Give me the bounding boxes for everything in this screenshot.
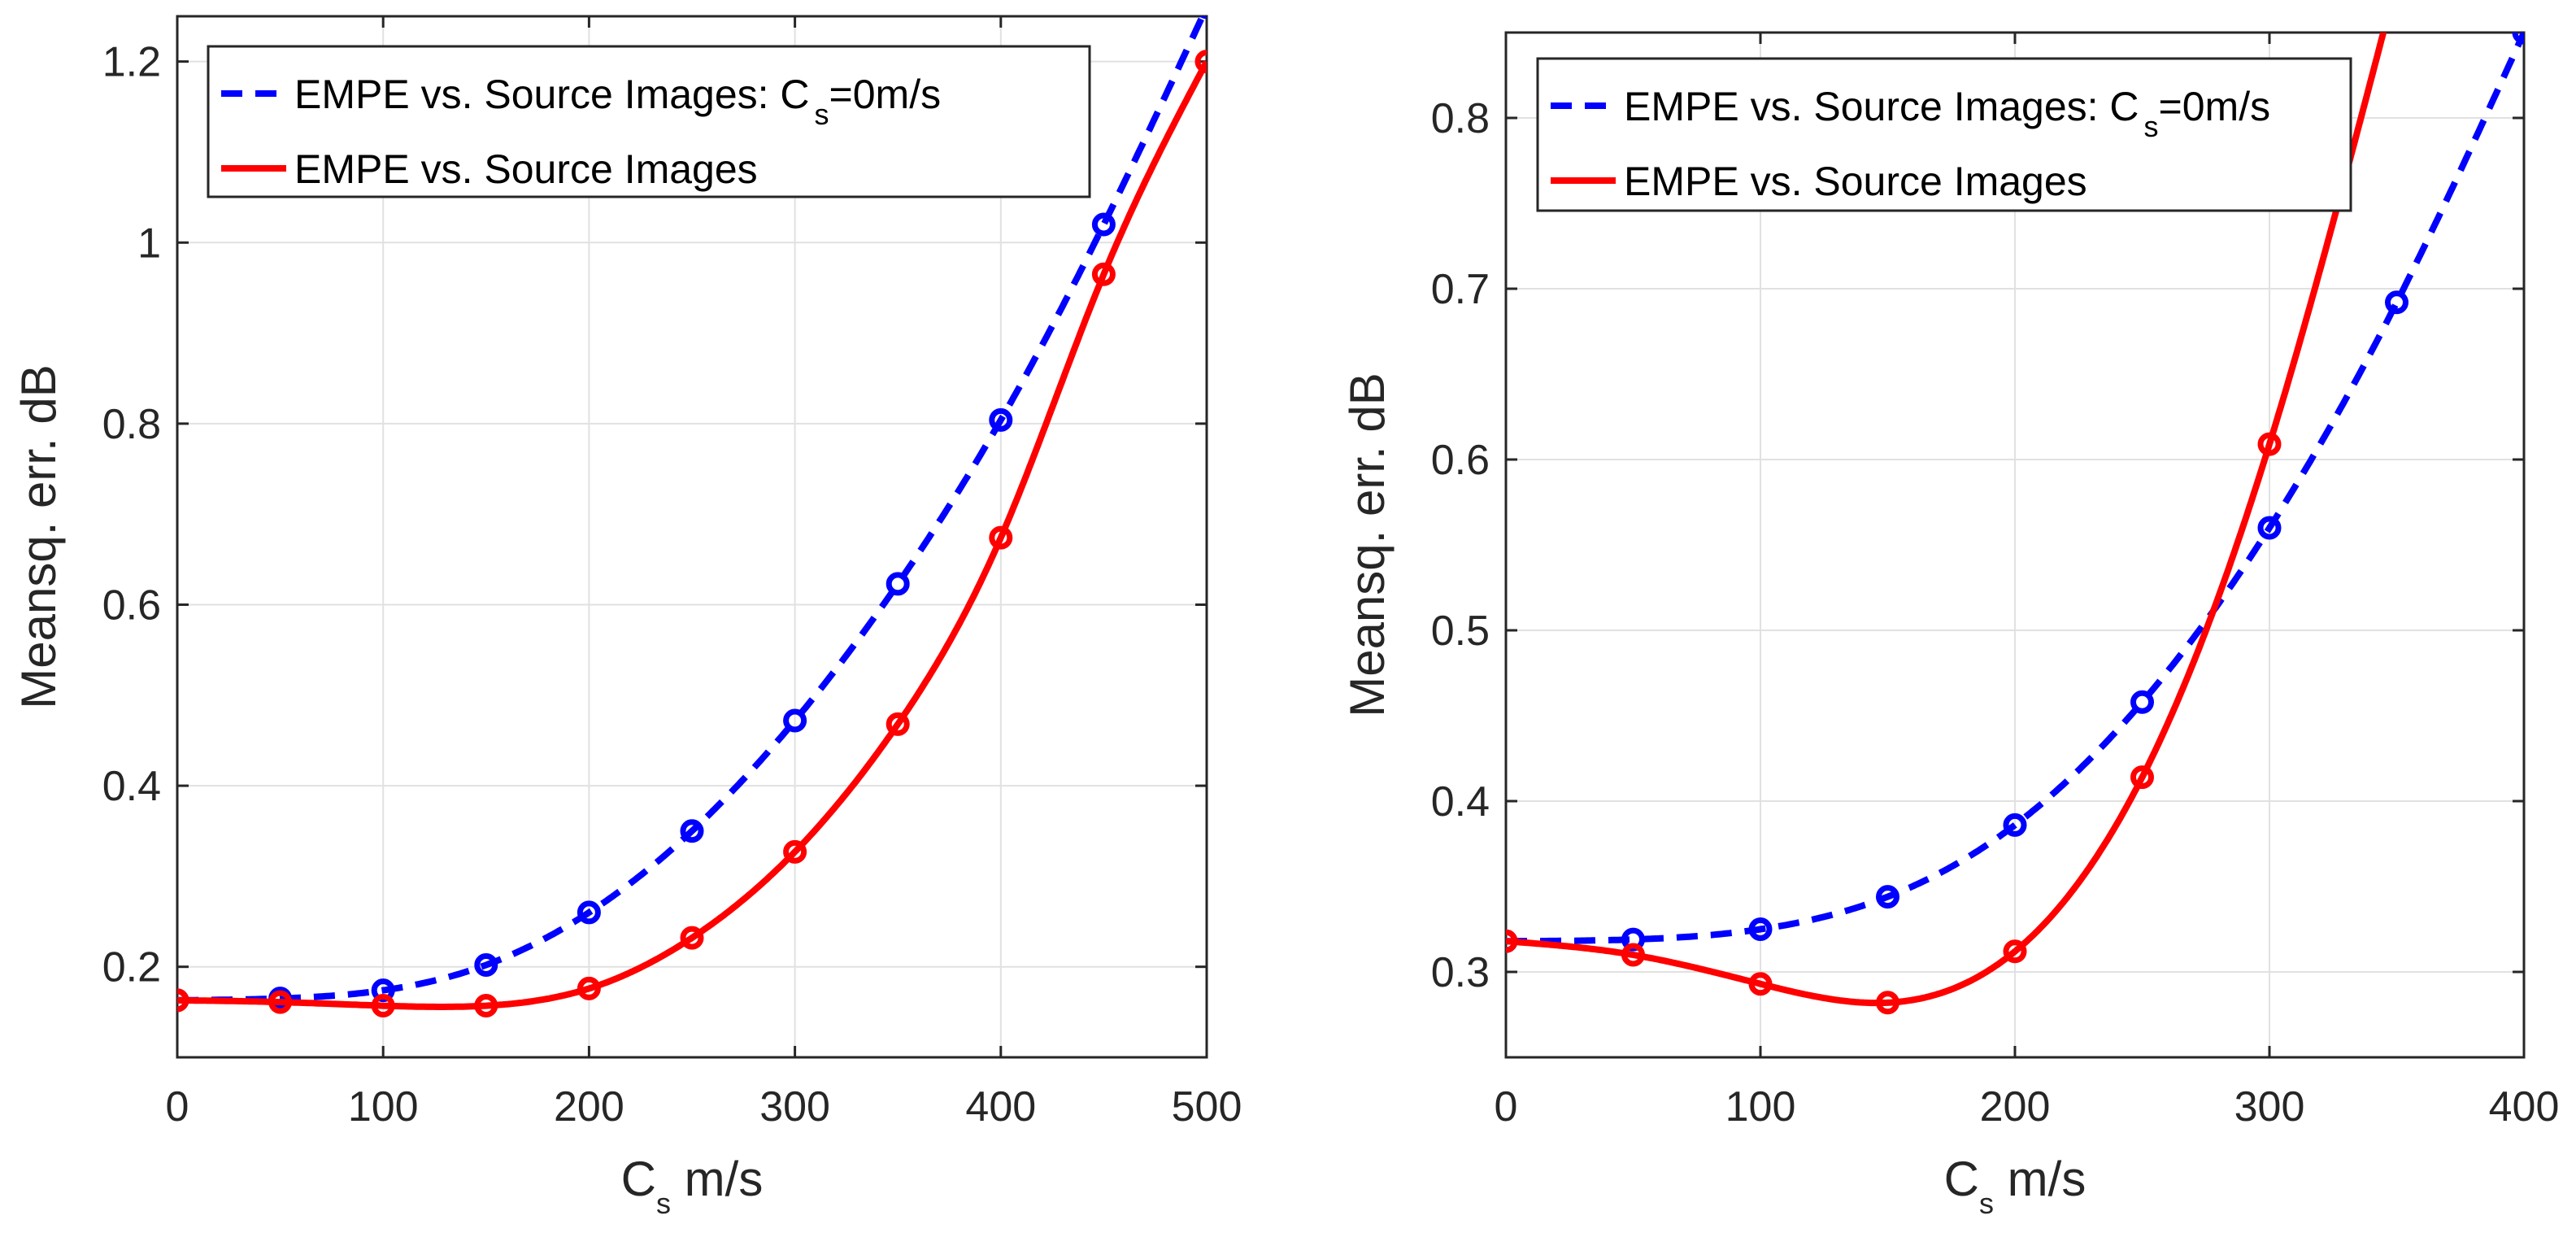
data-point-series-1 xyxy=(1876,885,1899,909)
series-line-1 xyxy=(177,16,1207,1004)
data-point-series-1 xyxy=(2130,690,2154,714)
y-tick-label: 0.4 xyxy=(102,763,161,810)
data-point-series-2 xyxy=(2003,939,2027,964)
legend-label-suffix: =0m/s xyxy=(829,72,942,117)
data-point-series-2 xyxy=(1621,943,1645,967)
data-point-series-2 xyxy=(371,994,395,1018)
data-point-series-2 xyxy=(680,926,704,950)
data-point-series-2 xyxy=(268,990,293,1014)
legend-label-sub: s xyxy=(815,98,829,131)
data-point-series-1 xyxy=(886,572,910,596)
x-tick-label: 0 xyxy=(1495,1083,1518,1131)
data-point-series-2 xyxy=(1876,991,1899,1015)
x-axis-title: Cs m/s xyxy=(1944,1152,2086,1220)
data-point-series-2 xyxy=(783,839,807,864)
data-point-series-1 xyxy=(2257,516,2282,540)
data-point-series-2 xyxy=(1091,262,1116,286)
y-tick-label: 0.2 xyxy=(102,944,161,991)
data-point-series-2 xyxy=(2130,765,2154,790)
x-tick-label: 500 xyxy=(1172,1083,1242,1131)
axes-box xyxy=(176,15,1208,1059)
data-point-series-2 xyxy=(474,994,498,1018)
legend-label-main: EMPE vs. Source Images: C xyxy=(294,72,810,117)
y-tick-label: 1.2 xyxy=(102,39,161,86)
legend-box xyxy=(1536,57,2352,212)
x-axis-title-main: C xyxy=(621,1152,656,1206)
x-axis-title-unit: m/s xyxy=(1994,1152,2086,1206)
y-tick-label: 0.3 xyxy=(1431,949,1490,996)
x-tick-label: 200 xyxy=(1980,1083,2051,1131)
y-tick-label: 0.7 xyxy=(1431,266,1490,313)
y-tick-label: 0.8 xyxy=(1431,95,1490,142)
y-tick-label: 0.6 xyxy=(102,582,161,629)
legend-label-main: EMPE vs. Source Images xyxy=(294,146,758,192)
data-point-series-1 xyxy=(989,407,1013,432)
x-tick-label: 0 xyxy=(166,1083,189,1131)
x-tick-label: 400 xyxy=(2489,1083,2560,1131)
x-axis-title-sub: s xyxy=(656,1187,671,1220)
data-point-series-2 xyxy=(1506,929,1518,953)
data-point-series-1 xyxy=(783,708,807,733)
legend-label-main: EMPE vs. Source Images: C xyxy=(1624,84,2139,129)
data-point-series-2 xyxy=(2257,432,2282,456)
chart-2: 0 100 200 300 400 0.3 0.4 0.5 0.6 0.7 0.8 Cs m/s Mea… xyxy=(1340,31,2560,1220)
legend-label-sub: s xyxy=(2144,110,2159,143)
x-tick-label: 200 xyxy=(554,1083,624,1131)
data-point-series-1 xyxy=(2385,290,2408,315)
legend-label-2: EMPE vs. Source Images xyxy=(1624,159,2087,204)
y-axis-title: Meansq. err. dB xyxy=(11,364,66,709)
data-point-series-2 xyxy=(177,988,189,1013)
data-point-series-1 xyxy=(577,900,601,925)
data-point-series-1 xyxy=(1748,917,1773,941)
data-point-series-1 xyxy=(2003,813,2027,837)
data-point-series-1 xyxy=(1091,212,1116,237)
x-tick-label: 300 xyxy=(759,1083,830,1131)
x-tick-label: 300 xyxy=(2234,1083,2305,1131)
data-point-series-2 xyxy=(577,976,601,1000)
x-tick-label: 100 xyxy=(1725,1083,1796,1131)
chart-1: 0 100 200 300 400 500 0.2 0.4 0.6 0.8 1 1.2 Cs m/s Me… xyxy=(11,15,1242,1220)
data-point-series-1 xyxy=(474,952,498,977)
series-line-1 xyxy=(1506,33,2524,945)
y-tick-label: 0.4 xyxy=(1431,778,1490,826)
legend-label-2: EMPE vs. Source Images xyxy=(294,146,758,192)
y-tick-label: 0.5 xyxy=(1431,608,1490,655)
series-line-2 xyxy=(1506,33,2387,1007)
data-point-series-2 xyxy=(1748,972,1773,996)
data-point-series-2 xyxy=(1194,50,1207,74)
data-point-series-2 xyxy=(886,712,910,736)
y-tick-label: 1 xyxy=(137,220,161,267)
y-tick-label: 0.6 xyxy=(1431,437,1490,484)
y-axis-title: Meansq. err. dB xyxy=(1340,372,1395,717)
series-layer xyxy=(177,16,1207,1018)
x-tick-label: 100 xyxy=(348,1083,419,1131)
x-axis-title: Cs m/s xyxy=(621,1152,764,1220)
legend-label-suffix: =0m/s xyxy=(2159,84,2271,129)
data-point-series-2 xyxy=(989,525,1013,550)
x-axis-title-unit: m/s xyxy=(671,1152,763,1206)
y-tick-label: 0.8 xyxy=(102,401,161,448)
x-axis-title-main: C xyxy=(1944,1152,1979,1206)
series-layer xyxy=(1506,33,2524,1015)
series-line-2 xyxy=(177,59,1207,1010)
legend-label-main: EMPE vs. Source Images xyxy=(1624,159,2087,204)
legend-box xyxy=(207,45,1091,198)
data-point-series-1 xyxy=(680,819,704,843)
x-axis-title-sub: s xyxy=(1979,1187,1994,1220)
x-tick-label: 400 xyxy=(965,1083,1036,1131)
